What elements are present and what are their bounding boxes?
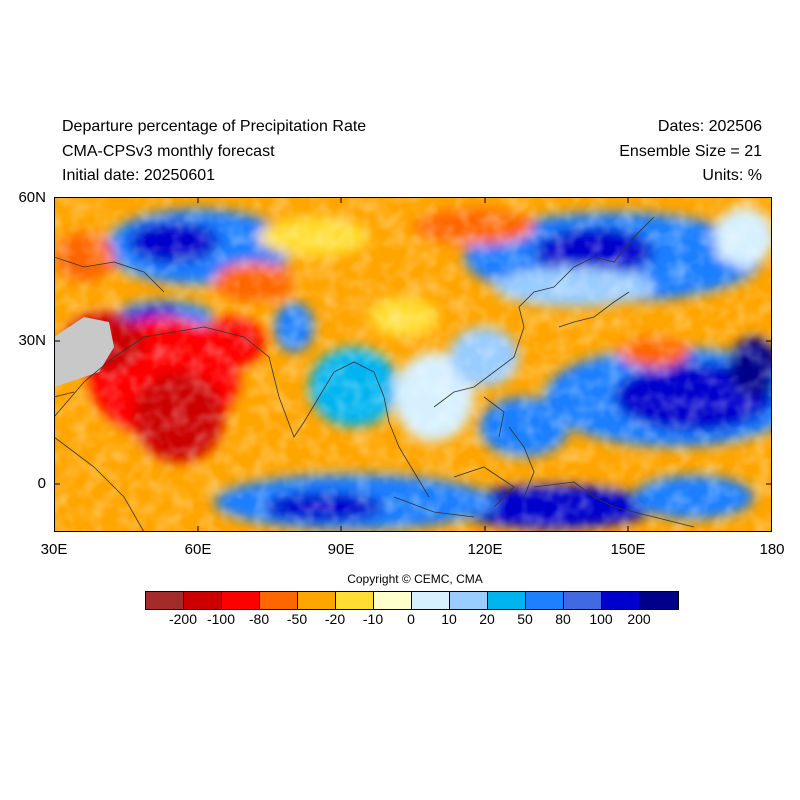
lon-label-180: 180 bbox=[759, 541, 785, 558]
colorbar-label: -20 bbox=[324, 611, 346, 627]
colorbar-swatch bbox=[564, 592, 602, 609]
colorbar-swatch bbox=[146, 592, 184, 609]
colorbar-label: -10 bbox=[362, 611, 384, 627]
model-subtitle: CMA-CPSv3 monthly forecast bbox=[62, 143, 275, 160]
lon-label-60e: 60E bbox=[184, 541, 212, 558]
map-title: Departure percentage of Precipitation Ra… bbox=[62, 118, 367, 135]
lon-label-150e: 150E bbox=[610, 541, 646, 558]
colorbar-swatch bbox=[184, 592, 222, 609]
map-frame bbox=[54, 197, 772, 532]
colorbar-swatch bbox=[602, 592, 640, 609]
initial-date-text: Initial date: 20250601 bbox=[62, 167, 216, 184]
colorbar-swatch bbox=[374, 592, 412, 609]
dates-text: Dates: 202506 bbox=[657, 118, 762, 135]
units-text: Units: % bbox=[702, 167, 762, 184]
lat-label-30n: 30N bbox=[18, 332, 46, 349]
lon-label-30e: 30E bbox=[40, 541, 68, 558]
colorbar-label: 100 bbox=[589, 611, 613, 627]
map-canvas bbox=[54, 197, 772, 532]
colorbar-label: 80 bbox=[555, 611, 571, 627]
colorbar-label: -200 bbox=[168, 611, 198, 627]
colorbar-swatch bbox=[260, 592, 298, 609]
ensemble-size-text: Ensemble Size = 21 bbox=[619, 143, 762, 160]
colorbar-label: -100 bbox=[206, 611, 236, 627]
map-ticks bbox=[54, 197, 772, 532]
colorbar-label: 20 bbox=[479, 611, 495, 627]
colorbar-swatch bbox=[336, 592, 374, 609]
copyright-text: Copyright © CEMC, CMA bbox=[347, 572, 483, 586]
precipitation-map bbox=[54, 197, 772, 532]
lon-label-90e: 90E bbox=[327, 541, 355, 558]
colorbar-label: 200 bbox=[627, 611, 651, 627]
colorbar-label: 10 bbox=[441, 611, 457, 627]
colorbar-label: 0 bbox=[407, 611, 415, 627]
colorbar-swatch bbox=[412, 592, 450, 609]
colorbar-label: 50 bbox=[517, 611, 533, 627]
coastlines bbox=[54, 216, 695, 532]
colorbar-swatch bbox=[526, 592, 564, 609]
colorbar-label: -50 bbox=[286, 611, 308, 627]
colorbar-swatch bbox=[640, 592, 678, 609]
lon-label-120e: 120E bbox=[467, 541, 503, 558]
colorbar-swatch bbox=[298, 592, 336, 609]
lat-label-0: 0 bbox=[37, 475, 46, 492]
lat-label-60n: 60N bbox=[18, 189, 46, 206]
colorbar-swatch bbox=[222, 592, 260, 609]
colorbar bbox=[145, 591, 679, 610]
texture-overlay bbox=[54, 197, 772, 532]
colorbar-label: -80 bbox=[248, 611, 270, 627]
colorbar-swatch bbox=[450, 592, 488, 609]
colorbar-swatch bbox=[488, 592, 526, 609]
